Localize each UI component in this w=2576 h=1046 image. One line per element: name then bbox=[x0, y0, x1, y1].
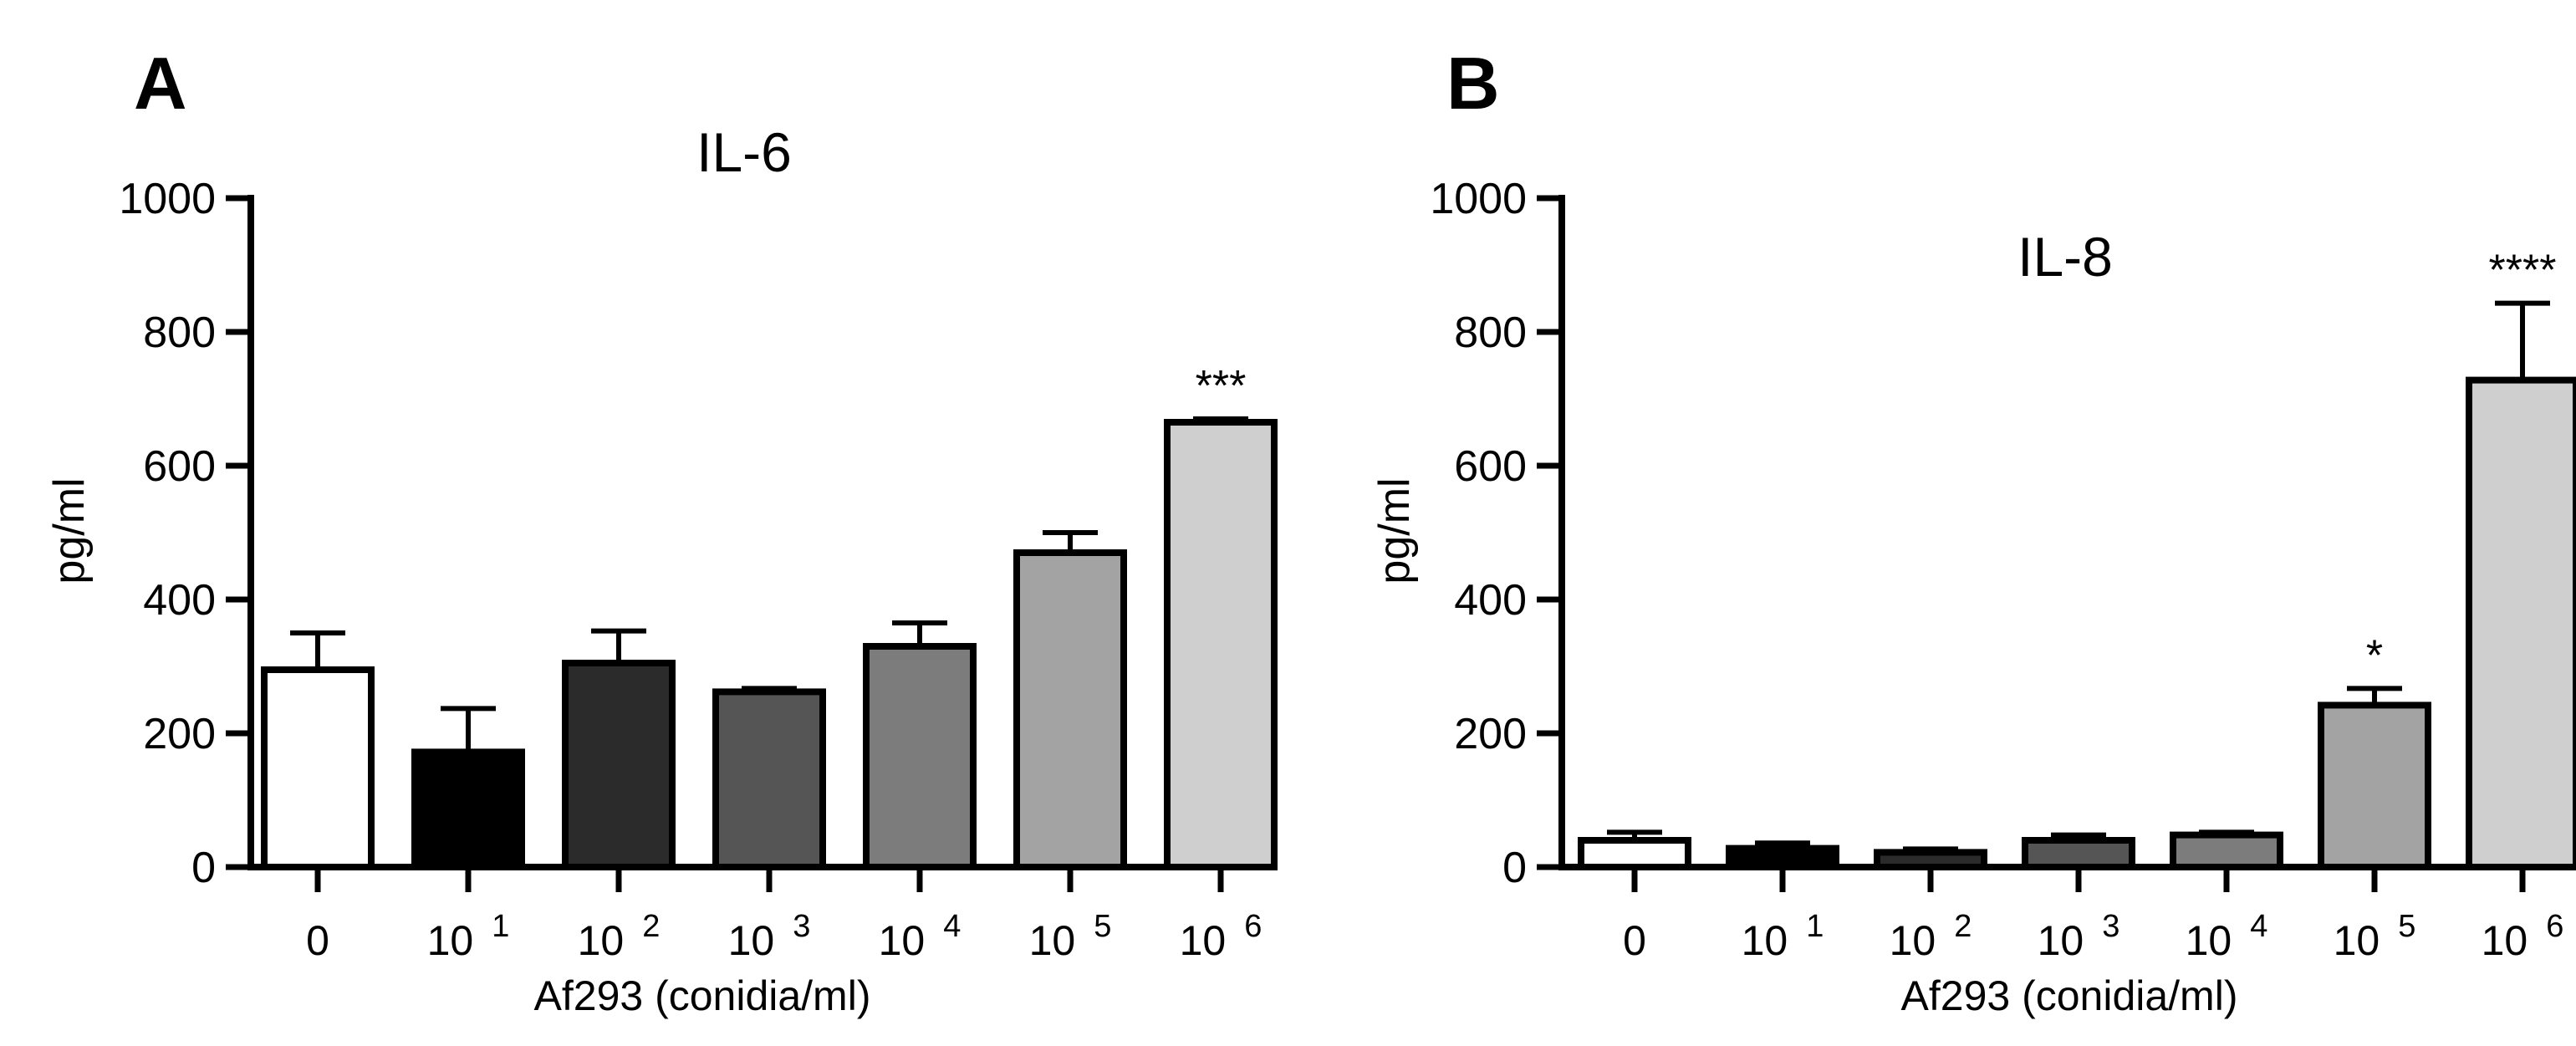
panel-a: A IL-6 pg/ml Af293 (conidia/ml) *** 0 200 4… bbox=[45, 42, 1278, 1019]
panel-b-label: B bbox=[1446, 42, 1500, 125]
panel-a-significance-6: *** bbox=[1196, 362, 1247, 411]
panel-a-label: A bbox=[134, 42, 187, 125]
panel-b-y-tick-label-2: 400 bbox=[1454, 576, 1527, 625]
panel-b-significance-5: * bbox=[2366, 631, 2383, 680]
panel-b-y-tick-label-0: 0 bbox=[1502, 844, 1527, 892]
panel-a-x-tick-label-1: 10 1 bbox=[427, 909, 510, 964]
panel-b-bar-6 bbox=[2466, 376, 2576, 871]
panel-a-title: IL-6 bbox=[696, 121, 792, 183]
panel-b-significance-6: **** bbox=[2489, 247, 2557, 295]
panel-a-bar-6 bbox=[1164, 419, 1278, 870]
panel-b-bar-3 bbox=[2022, 837, 2135, 870]
panel-b-y-tick-label-1: 200 bbox=[1454, 710, 1527, 758]
panel-a-x-tick-label-5: 10 5 bbox=[1029, 909, 1112, 964]
panel-b-x-tick-label-5: 10 5 bbox=[2334, 909, 2416, 964]
panel-a-y-axis-label: pg/ml bbox=[45, 477, 94, 584]
panel-b-y-tick-label-4: 800 bbox=[1454, 309, 1527, 357]
panel-b-y-tick-label-5: 1000 bbox=[1430, 175, 1527, 223]
panel-b-x-tick-label-4: 10 4 bbox=[2186, 909, 2268, 964]
panel-a-plot: *** 0 200 400 600 800 1000 0 10 1 10 2 10 3 10 4 10 5 10 6 bbox=[119, 175, 1278, 964]
panel-b-x-tick-label-0: 0 bbox=[1623, 917, 1646, 964]
panel-b-x-tick-label-3: 10 3 bbox=[2038, 909, 2120, 964]
panel-a-bar-3 bbox=[712, 688, 826, 871]
panel-a-y-tick-label-4: 800 bbox=[143, 309, 216, 357]
panel-b: B IL-8 pg/ml Af293 (conidia/ml) *****020… bbox=[1370, 42, 2576, 1019]
panel-a-x-tick-label-4: 10 4 bbox=[879, 909, 962, 964]
panel-b-x-axis-label: Af293 (conidia/ml) bbox=[1901, 972, 2238, 1019]
panel-a-bar-2 bbox=[562, 660, 676, 870]
panel-b-bar-4 bbox=[2170, 831, 2283, 870]
panel-b-x-tick-label-2: 10 2 bbox=[1890, 909, 1972, 964]
panel-b-y-tick-label-3: 600 bbox=[1454, 442, 1527, 491]
panel-a-x-axis-label: Af293 (conidia/ml) bbox=[534, 972, 871, 1019]
panel-a-x-tick-label-0: 0 bbox=[306, 917, 329, 964]
panel-a-y-tick-label-3: 600 bbox=[143, 442, 216, 491]
panel-a-x-tick-label-6: 10 6 bbox=[1180, 909, 1262, 964]
panel-a-bar-4 bbox=[863, 643, 977, 870]
panel-b-x-tick-label-6: 10 6 bbox=[2482, 909, 2564, 964]
panel-b-x-tick-label-1: 10 1 bbox=[1742, 909, 1824, 964]
panel-a-y-tick-label-2: 400 bbox=[143, 576, 216, 625]
panel-b-title: IL-8 bbox=[2017, 226, 2113, 288]
panel-a-y-tick-label-1: 200 bbox=[143, 710, 216, 758]
panel-a-x-tick-label-3: 10 3 bbox=[728, 909, 811, 964]
panel-a-y-tick-label-0: 0 bbox=[191, 844, 216, 892]
panel-a-x-tick-label-2: 10 2 bbox=[578, 909, 661, 964]
panel-a-bar-0 bbox=[261, 666, 375, 870]
panel-a-bar-5 bbox=[1013, 549, 1127, 870]
panel-a-y-tick-label-5: 1000 bbox=[119, 175, 216, 223]
panel-b-bar-0 bbox=[1578, 837, 1691, 870]
panel-b-bar-5 bbox=[2318, 702, 2431, 871]
panel-b-y-axis-label: pg/ml bbox=[1370, 477, 1419, 584]
panel-a-bar-1 bbox=[411, 748, 525, 871]
